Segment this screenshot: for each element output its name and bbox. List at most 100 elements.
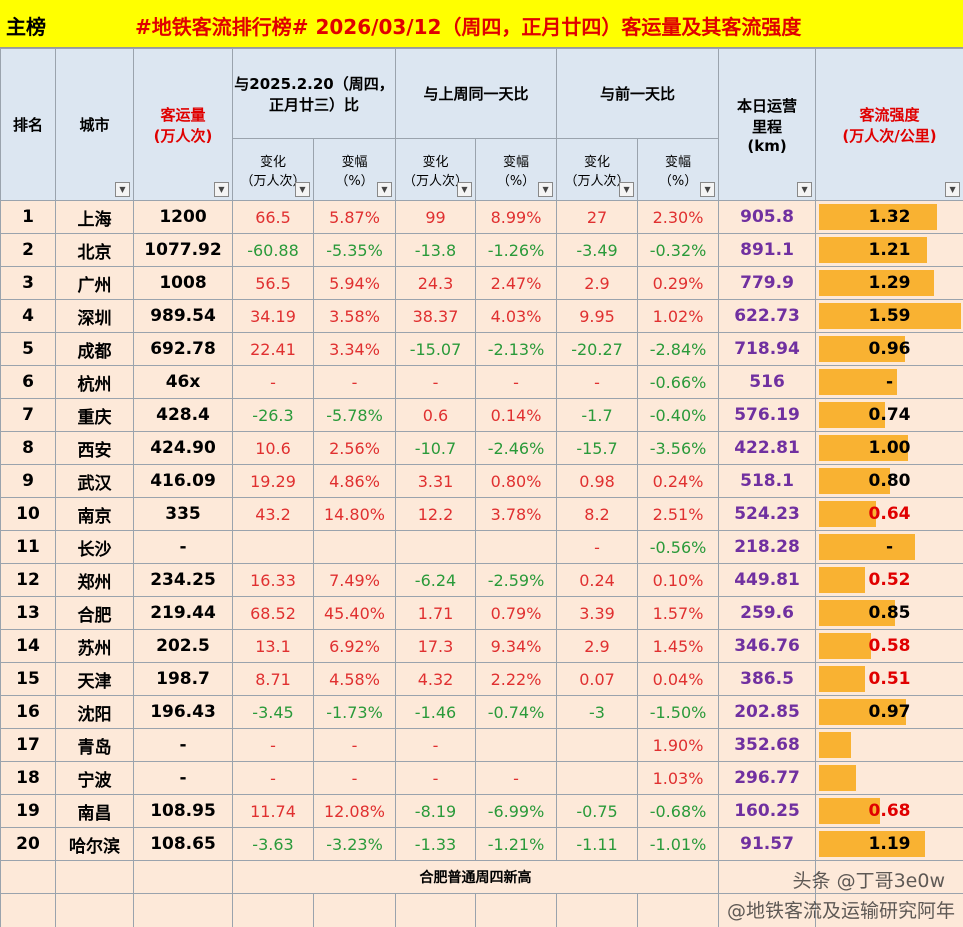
title: #地铁客流排行榜# 2026/03/12（周四，正月廿四）客运量及其客流强度 xyxy=(135,15,802,39)
data-row: 18 宁波 - - - - -1.03% 296.77 xyxy=(0,761,963,795)
cell: 4.86% xyxy=(313,464,396,498)
filter-button[interactable]: ▼ xyxy=(700,182,716,197)
cell: 518.1 xyxy=(718,464,817,498)
header-cell: 与2025.2.20（周四，正月廿三）比 xyxy=(232,48,396,139)
intensity-bar xyxy=(819,600,895,626)
filter-button[interactable]: ▼ xyxy=(457,182,472,197)
cell: 196.43 xyxy=(133,695,233,729)
cell: 1200 xyxy=(133,200,233,234)
cell: 成都 xyxy=(55,332,134,366)
cell: 上海 xyxy=(55,200,134,234)
cell: 17 xyxy=(0,728,56,762)
cell: 6 xyxy=(0,365,56,399)
cell: -0.75 xyxy=(556,794,639,828)
intensity-value: 0.52 xyxy=(868,570,911,590)
filter-button[interactable]: ▼ xyxy=(295,182,310,197)
cell: 2 xyxy=(0,233,56,267)
intensity-bar xyxy=(819,369,897,395)
cell: -15.07 xyxy=(395,332,476,366)
cell: 91.57 xyxy=(718,827,817,861)
cell: 989.54 xyxy=(133,299,233,333)
cell: -3.23% xyxy=(313,827,396,861)
cell: -20.27 xyxy=(556,332,639,366)
cell: 160.25 xyxy=(718,794,817,828)
intensity-bar xyxy=(819,534,915,560)
cell: -15.7 xyxy=(556,431,639,465)
cell xyxy=(815,893,963,927)
cell xyxy=(232,530,314,564)
cell: 西安 xyxy=(55,431,134,465)
cell: 905.8 xyxy=(718,200,817,234)
cell: 1077.92 xyxy=(133,233,233,267)
cell: 386.5 xyxy=(718,662,817,696)
title-bar: 主榜 #地铁客流排行榜# 2026/03/12（周四，正月廿四）客运量及其客流强… xyxy=(0,0,963,48)
data-row: 6 杭州 46x - - - - - -0.66% 516- xyxy=(0,365,963,399)
cell: 622.73 xyxy=(718,299,817,333)
cell: 108.65 xyxy=(133,827,233,861)
intensity-bar xyxy=(819,402,886,428)
cell: 1008 xyxy=(133,266,233,300)
data-row: 13 合肥 219.44 68.52 45.40% 1.71 0.79% 3.39 1.57% 2… xyxy=(0,596,963,630)
cell: 296.77 xyxy=(718,761,817,795)
cell xyxy=(474,728,558,762)
cell: 34.19 xyxy=(232,299,314,333)
intensity-value: 0.51 xyxy=(868,669,911,689)
ranking-table: 排名 城市 ▼ 客运量 (万人次) ▼ 与2025.2.20（周四，正月廿三）比 与… xyxy=(0,48,963,927)
data-row: 8 西安 424.90 10.6 2.56% -10.7 -2.46% -15.7 -3.56%… xyxy=(0,431,963,465)
cell: 19 xyxy=(0,794,56,828)
intensity-bar xyxy=(819,435,909,461)
cell: 3.31 xyxy=(395,464,476,498)
cell: -5.78% xyxy=(313,398,396,432)
cell: 5.94% xyxy=(313,266,396,300)
intensity-cell xyxy=(815,761,963,795)
filter-button[interactable]: ▼ xyxy=(619,182,635,197)
cell: 16 xyxy=(0,695,56,729)
cell: 9.34% xyxy=(474,629,558,663)
intensity-bar xyxy=(819,303,962,329)
data-row: 7 重庆 428.4 -26.3 -5.78% 0.6 0.14% -1.7 -0.40% 576… xyxy=(0,398,963,432)
cell: 779.9 xyxy=(718,266,817,300)
cell: 0.10% xyxy=(637,563,720,597)
cell: 南昌 xyxy=(55,794,134,828)
cell: -1.21% xyxy=(474,827,558,861)
cell: 12.08% xyxy=(313,794,396,828)
data-row: 2 北京 1077.92 -60.88 -5.35% -13.8 -1.26% -3.49 -0… xyxy=(0,233,963,267)
intensity-value: 0.85 xyxy=(868,603,911,623)
header-cell: 排名 xyxy=(0,48,56,201)
cell: 14 xyxy=(0,629,56,663)
cell: 1.90% xyxy=(637,728,720,762)
cell: 10 xyxy=(0,497,56,531)
cell: -2.59% xyxy=(474,563,558,597)
filter-button[interactable]: ▼ xyxy=(797,182,813,197)
cell: -1.73% xyxy=(313,695,396,729)
cell xyxy=(133,860,233,894)
cell: 合肥 xyxy=(55,596,134,630)
cell: 苏州 xyxy=(55,629,134,663)
intensity-value: 0.58 xyxy=(868,636,911,656)
filter-button[interactable]: ▼ xyxy=(115,182,130,197)
intensity-bar xyxy=(819,831,926,857)
cell: 天津 xyxy=(55,662,134,696)
intensity-bar xyxy=(819,204,937,230)
filter-button[interactable]: ▼ xyxy=(945,182,961,197)
cell: - xyxy=(313,728,396,762)
intensity-cell: 0.97 xyxy=(815,695,963,729)
cell: -5.35% xyxy=(313,233,396,267)
cell: 4.32 xyxy=(395,662,476,696)
cell: 0.79% xyxy=(474,596,558,630)
cell: 0.24 xyxy=(556,563,639,597)
cell: 2.56% xyxy=(313,431,396,465)
intensity-bar xyxy=(819,732,852,758)
cell: 0.24% xyxy=(637,464,720,498)
cell: 27 xyxy=(556,200,639,234)
intensity-bar xyxy=(819,501,877,527)
cell: 0.29% xyxy=(637,266,720,300)
filter-button[interactable]: ▼ xyxy=(538,182,554,197)
filter-button[interactable]: ▼ xyxy=(377,182,392,197)
cell: 18 xyxy=(0,761,56,795)
filter-button[interactable]: ▼ xyxy=(214,182,229,197)
intensity-bar xyxy=(819,798,880,824)
data-row: 9 武汉 416.09 19.29 4.86% 3.31 0.80% 0.98 0.24% 518… xyxy=(0,464,963,498)
cell: 416.09 xyxy=(133,464,233,498)
board-label: 主榜 xyxy=(6,15,46,39)
